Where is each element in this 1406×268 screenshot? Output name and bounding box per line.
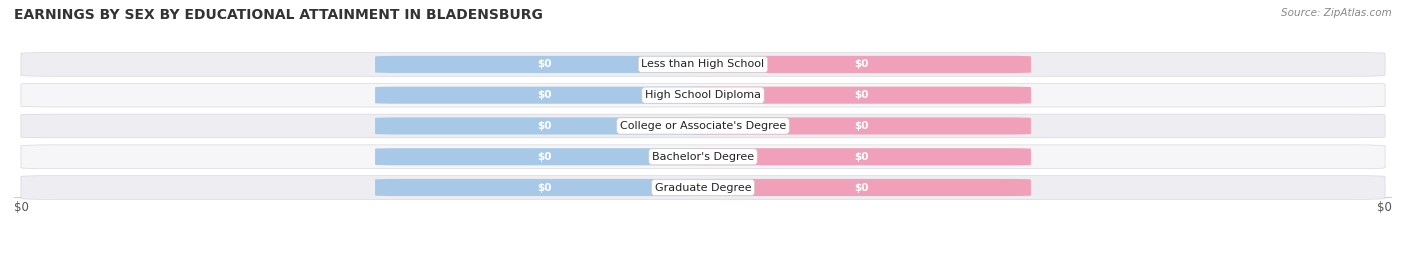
Text: $0: $0	[855, 90, 869, 100]
Text: Bachelor's Degree: Bachelor's Degree	[652, 152, 754, 162]
Text: Less than High School: Less than High School	[641, 59, 765, 69]
FancyBboxPatch shape	[692, 87, 1031, 104]
FancyBboxPatch shape	[21, 83, 1385, 107]
FancyBboxPatch shape	[692, 179, 1031, 196]
FancyBboxPatch shape	[375, 117, 714, 135]
Text: $0: $0	[537, 152, 551, 162]
Text: EARNINGS BY SEX BY EDUCATIONAL ATTAINMENT IN BLADENSBURG: EARNINGS BY SEX BY EDUCATIONAL ATTAINMEN…	[14, 8, 543, 22]
FancyBboxPatch shape	[375, 179, 714, 196]
FancyBboxPatch shape	[21, 114, 1385, 138]
Text: College or Associate's Degree: College or Associate's Degree	[620, 121, 786, 131]
FancyBboxPatch shape	[21, 176, 1385, 199]
Text: $0: $0	[1376, 201, 1392, 214]
FancyBboxPatch shape	[21, 53, 1385, 76]
Text: Graduate Degree: Graduate Degree	[655, 183, 751, 192]
Text: $0: $0	[537, 59, 551, 69]
FancyBboxPatch shape	[375, 148, 714, 165]
Text: $0: $0	[537, 121, 551, 131]
FancyBboxPatch shape	[692, 117, 1031, 135]
Text: $0: $0	[855, 121, 869, 131]
FancyBboxPatch shape	[375, 56, 714, 73]
Text: $0: $0	[855, 152, 869, 162]
Text: $0: $0	[855, 183, 869, 192]
Legend: Male, Female: Male, Female	[643, 267, 763, 268]
FancyBboxPatch shape	[21, 145, 1385, 169]
Text: $0: $0	[14, 201, 30, 214]
FancyBboxPatch shape	[375, 87, 714, 104]
FancyBboxPatch shape	[692, 56, 1031, 73]
Text: $0: $0	[537, 90, 551, 100]
FancyBboxPatch shape	[692, 148, 1031, 165]
Text: $0: $0	[855, 59, 869, 69]
Text: High School Diploma: High School Diploma	[645, 90, 761, 100]
Text: $0: $0	[537, 183, 551, 192]
Text: Source: ZipAtlas.com: Source: ZipAtlas.com	[1281, 8, 1392, 18]
